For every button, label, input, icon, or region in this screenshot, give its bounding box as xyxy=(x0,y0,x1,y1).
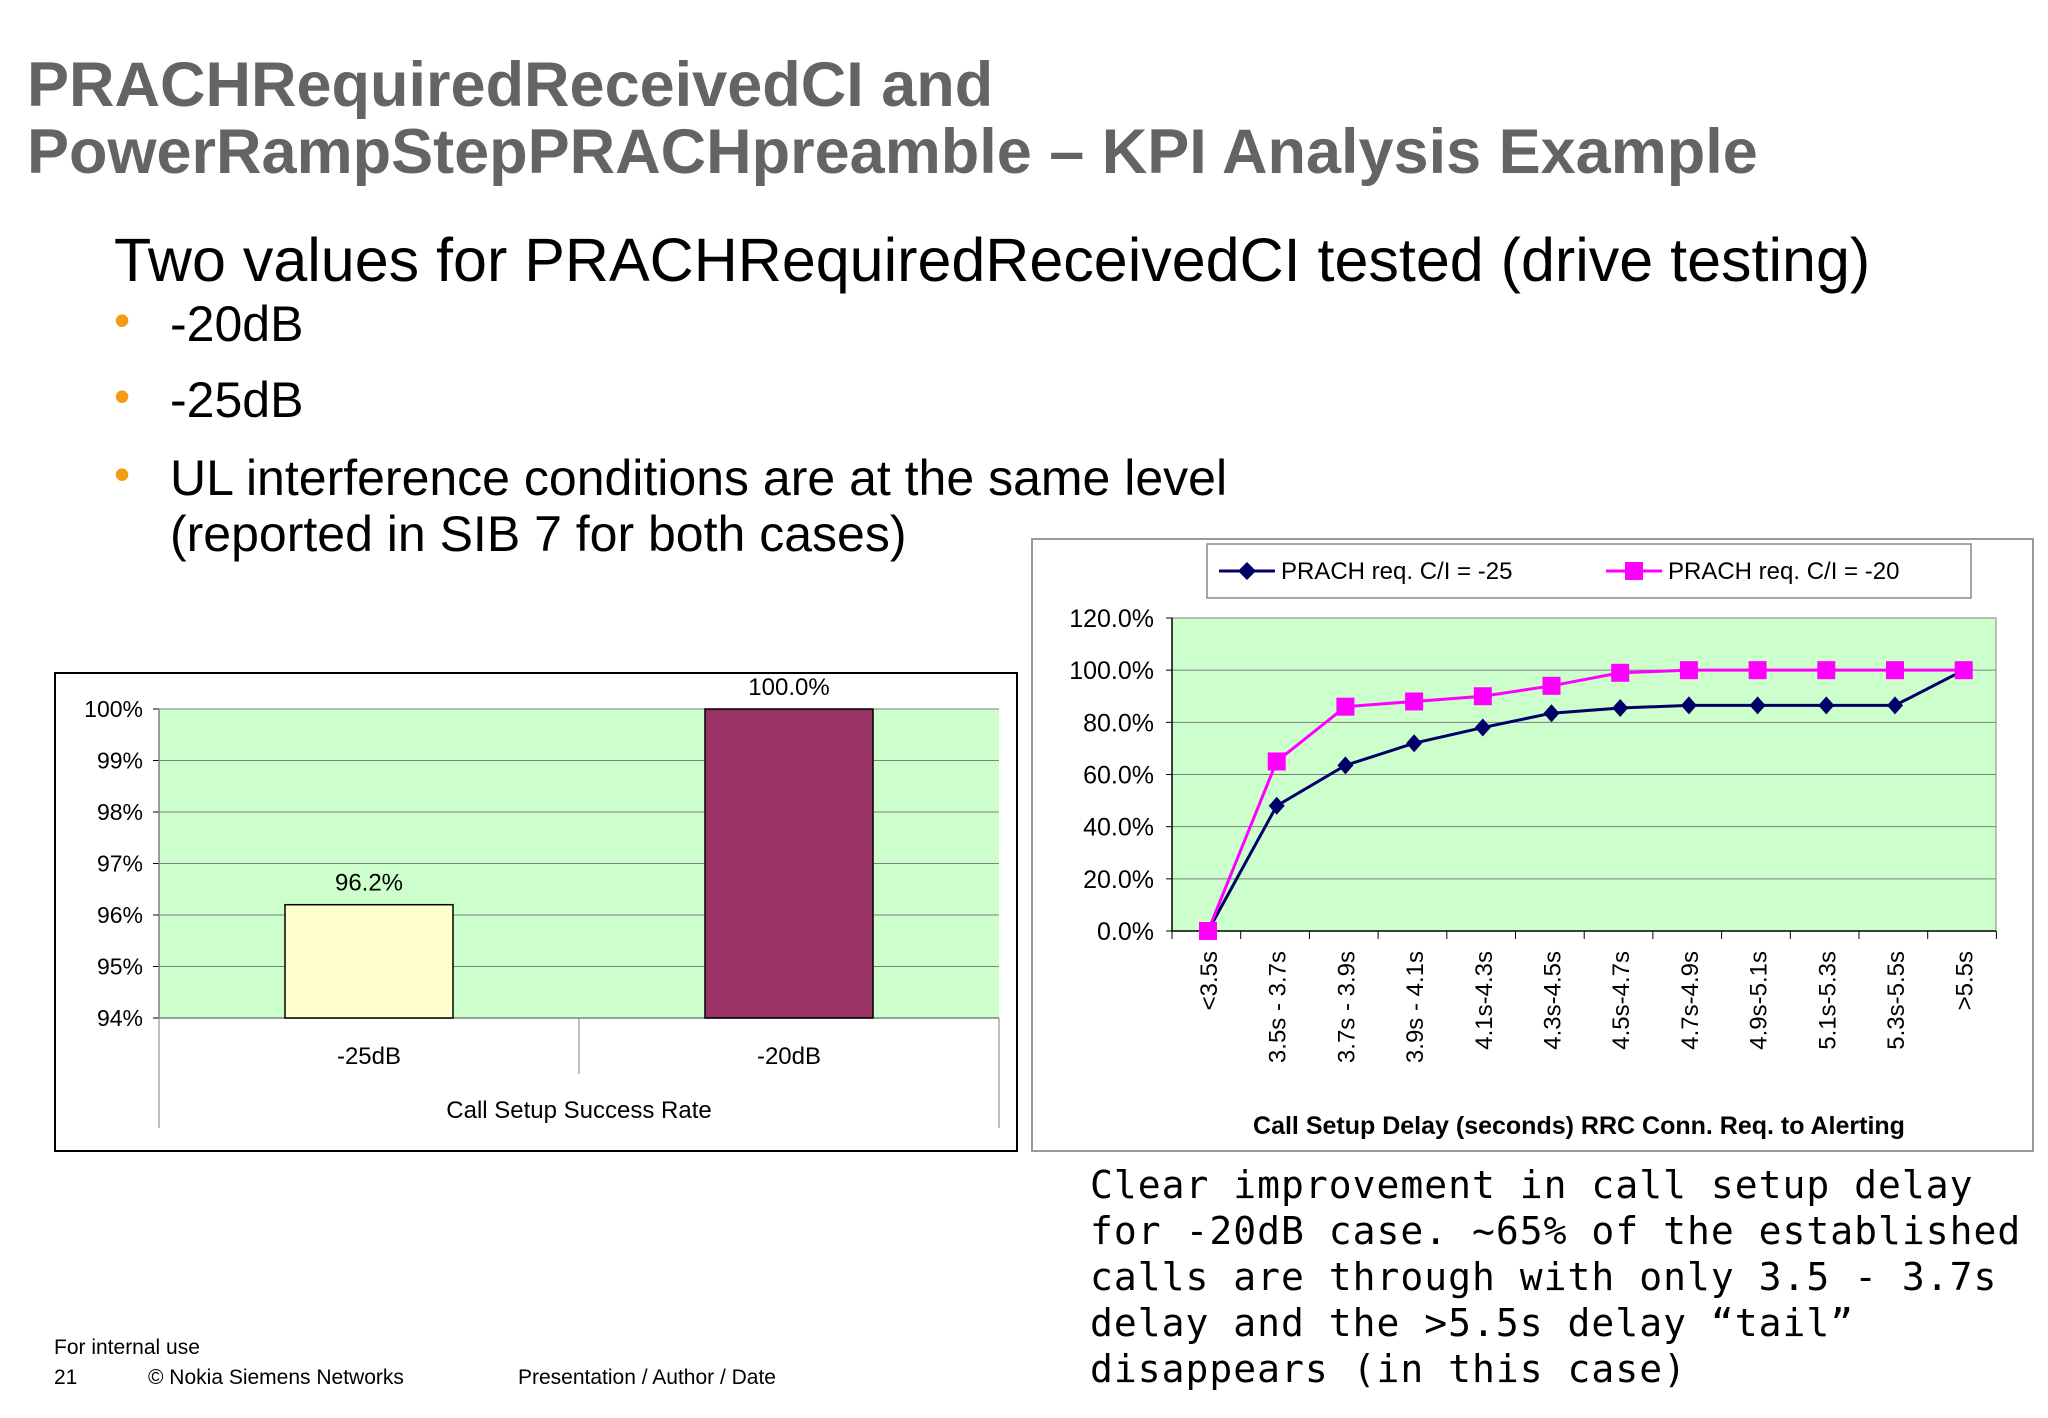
data-point xyxy=(1680,696,1697,715)
data-point xyxy=(1199,922,1217,940)
y-tick-label: 99% xyxy=(97,748,143,774)
x-category-label: 3.7s - 3.9s xyxy=(1333,951,1360,1063)
bullet-text: -20dB xyxy=(170,296,304,352)
bullet-dot-icon: • xyxy=(114,448,131,500)
data-point xyxy=(1406,734,1423,753)
title-line-2: PowerRampStepPRACHpreamble – KPI Analysi… xyxy=(27,117,1758,187)
data-point xyxy=(1543,704,1560,723)
x-category-label: 4.3s-4.5s xyxy=(1540,951,1567,1050)
y-tick-label: 97% xyxy=(97,851,143,877)
x-category-label: 4.9s-5.1s xyxy=(1746,951,1773,1050)
data-point xyxy=(1818,696,1835,715)
data-point xyxy=(1268,796,1285,815)
title-line-1: PRACHRequiredReceivedCI and xyxy=(27,50,994,120)
bullet-dot-icon: • xyxy=(114,370,131,422)
data-point xyxy=(1405,692,1424,711)
data-point xyxy=(1474,718,1491,737)
y-tick-label: 98% xyxy=(97,799,143,825)
x-category-label: >5.5s xyxy=(1952,951,1979,1010)
x-category-label: 3.5s - 3.7s xyxy=(1265,951,1292,1063)
bar-data-label: 100.0% xyxy=(748,674,829,701)
legend-marker xyxy=(1238,562,1256,580)
bullet-dot-icon: • xyxy=(114,294,131,346)
bar xyxy=(284,903,454,1019)
y-tick-label: 0.0% xyxy=(1097,918,1154,946)
series-line xyxy=(1206,668,1965,932)
data-point xyxy=(1267,752,1286,771)
x-category-label: 5.3s-5.5s xyxy=(1883,951,1910,1050)
bullet-text: -25dB xyxy=(170,372,304,428)
conclusion-note: Clear improvement in call setup delay fo… xyxy=(1090,1163,2022,1391)
data-point xyxy=(1817,661,1836,680)
bar-data-label: 96.2% xyxy=(335,870,403,897)
x-axis-title: Call Setup Success Rate xyxy=(446,1097,711,1124)
footer-copyright: © Nokia Siemens Networks xyxy=(148,1366,404,1389)
y-tick-label: 40.0% xyxy=(1083,814,1154,842)
bar-chart: 94% 95% 96% 97% 98% 99% 100% 96.2% -25dB 100.0% -2… xyxy=(54,672,1018,1152)
y-tick-label: 80.0% xyxy=(1083,709,1154,737)
data-point xyxy=(1748,661,1767,680)
subtitle: Two values for PRACHRequiredReceivedCI t… xyxy=(114,226,1871,294)
series-line xyxy=(1206,668,1964,932)
y-tick-label: 60.0% xyxy=(1083,762,1154,790)
data-point xyxy=(1887,696,1903,715)
bar xyxy=(704,708,874,1019)
legend-box xyxy=(1206,543,1972,599)
legend-marker xyxy=(1625,562,1643,580)
bullet-text: (reported in SIB 7 for both cases) xyxy=(170,506,907,562)
x-category-label: <3.5s xyxy=(1196,951,1223,1010)
data-point xyxy=(1336,697,1355,716)
data-point xyxy=(1542,676,1561,695)
x-category-label: 5.1s-5.3s xyxy=(1814,951,1841,1050)
data-point xyxy=(1679,661,1698,680)
footer-presentation: Presentation / Author / Date xyxy=(518,1366,776,1389)
x-axis-title: Call Setup Delay (seconds) RRC Conn. Req… xyxy=(1253,1112,1905,1140)
bullet-text: UL interference conditions are at the sa… xyxy=(170,450,1228,506)
y-tick-label: 96% xyxy=(97,902,143,928)
footer-internal: For internal use xyxy=(54,1336,200,1359)
data-point xyxy=(1612,698,1629,717)
data-point xyxy=(1749,696,1766,715)
y-tick-label: 100.0% xyxy=(1069,657,1154,685)
x-category-label: 4.5s-4.7s xyxy=(1608,951,1635,1050)
legend-label: PRACH req. C/I = -20 xyxy=(1668,558,1899,585)
x-category-label: 4.7s-4.9s xyxy=(1677,951,1704,1050)
data-point xyxy=(1611,663,1630,682)
x-category-label: -25dB xyxy=(337,1043,401,1070)
legend-label: PRACH req. C/I = -25 xyxy=(1281,558,1512,585)
x-category-label: -20dB xyxy=(757,1043,821,1070)
y-tick-label: 20.0% xyxy=(1083,866,1154,894)
x-category-label: 3.9s - 4.1s xyxy=(1402,951,1429,1063)
y-tick-label: 100% xyxy=(84,696,143,722)
x-category-label: 4.1s-4.3s xyxy=(1471,951,1498,1050)
line-chart: PRACH req. C/I = -25 PRACH req. C/I = -20… xyxy=(1031,538,2034,1152)
y-tick-label: 120.0% xyxy=(1069,605,1154,633)
data-point xyxy=(1473,687,1492,706)
y-tick-label: 94% xyxy=(97,1005,143,1031)
footer-page-number: 21 xyxy=(54,1366,78,1389)
data-point xyxy=(1954,661,1973,680)
data-point xyxy=(1337,756,1354,775)
data-point xyxy=(1886,661,1904,680)
y-tick-label: 95% xyxy=(97,954,143,980)
